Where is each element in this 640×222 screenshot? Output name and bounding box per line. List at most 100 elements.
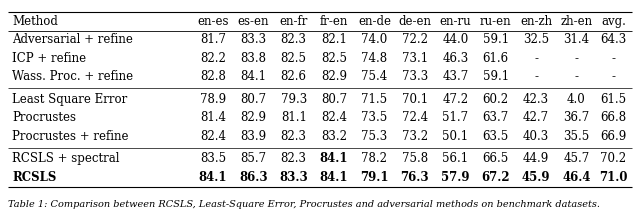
Text: 84.1: 84.1: [198, 171, 227, 184]
Text: 75.4: 75.4: [362, 70, 388, 83]
Text: 42.3: 42.3: [523, 93, 549, 106]
Text: 82.2: 82.2: [200, 52, 226, 65]
Text: -: -: [575, 52, 579, 65]
Text: ICP + refine: ICP + refine: [12, 52, 86, 65]
Text: 70.1: 70.1: [402, 93, 428, 106]
Text: 82.5: 82.5: [281, 52, 307, 65]
Text: fr-en: fr-en: [320, 15, 348, 28]
Text: -: -: [575, 70, 579, 83]
Text: Procrustes: Procrustes: [12, 111, 76, 124]
Text: 66.9: 66.9: [600, 130, 627, 143]
Text: 43.7: 43.7: [442, 70, 468, 83]
Text: 83.9: 83.9: [240, 130, 266, 143]
Text: 59.1: 59.1: [483, 33, 509, 46]
Text: 80.7: 80.7: [240, 93, 266, 106]
Text: 63.5: 63.5: [483, 130, 509, 143]
Text: 83.3: 83.3: [279, 171, 308, 184]
Text: 73.1: 73.1: [402, 52, 428, 65]
Text: en-de: en-de: [358, 15, 391, 28]
Text: 72.4: 72.4: [402, 111, 428, 124]
Text: 46.3: 46.3: [442, 52, 468, 65]
Text: de-en: de-en: [398, 15, 431, 28]
Text: 40.3: 40.3: [523, 130, 549, 143]
Text: 82.3: 82.3: [281, 33, 307, 46]
Text: 85.7: 85.7: [240, 152, 266, 165]
Text: 84.1: 84.1: [320, 171, 348, 184]
Text: 59.1: 59.1: [483, 70, 509, 83]
Text: Procrustes + refine: Procrustes + refine: [12, 130, 129, 143]
Text: es-en: es-en: [237, 15, 269, 28]
Text: -: -: [534, 52, 538, 65]
Text: 61.5: 61.5: [600, 93, 627, 106]
Text: 66.8: 66.8: [600, 111, 627, 124]
Text: 84.1: 84.1: [240, 70, 266, 83]
Text: 79.3: 79.3: [280, 93, 307, 106]
Text: 82.4: 82.4: [321, 111, 347, 124]
Text: 76.3: 76.3: [401, 171, 429, 184]
Text: 47.2: 47.2: [442, 93, 468, 106]
Text: Adversarial + refine: Adversarial + refine: [12, 33, 133, 46]
Text: 82.8: 82.8: [200, 70, 226, 83]
Text: RCSLS: RCSLS: [12, 171, 56, 184]
Text: en-es: en-es: [197, 15, 228, 28]
Text: 35.5: 35.5: [563, 130, 589, 143]
Text: 36.7: 36.7: [563, 111, 589, 124]
Text: 4.0: 4.0: [567, 93, 586, 106]
Text: Table 1: Comparison between RCSLS, Least-Square Error, Procrustes and adversaria: Table 1: Comparison between RCSLS, Least…: [8, 200, 600, 208]
Text: 72.2: 72.2: [402, 33, 428, 46]
Text: 42.7: 42.7: [523, 111, 549, 124]
Text: 66.5: 66.5: [483, 152, 509, 165]
Text: 60.2: 60.2: [483, 93, 509, 106]
Text: 81.4: 81.4: [200, 111, 226, 124]
Text: -: -: [611, 52, 615, 65]
Text: 82.6: 82.6: [281, 70, 307, 83]
Text: 73.2: 73.2: [402, 130, 428, 143]
Text: 46.4: 46.4: [562, 171, 591, 184]
Text: 83.3: 83.3: [240, 33, 266, 46]
Text: 82.4: 82.4: [200, 130, 226, 143]
Text: 73.5: 73.5: [362, 111, 388, 124]
Text: Wass. Proc. + refine: Wass. Proc. + refine: [12, 70, 133, 83]
Text: en-zh: en-zh: [520, 15, 552, 28]
Text: 83.5: 83.5: [200, 152, 226, 165]
Text: 44.0: 44.0: [442, 33, 468, 46]
Text: 82.9: 82.9: [321, 70, 347, 83]
Text: en-fr: en-fr: [280, 15, 308, 28]
Text: 67.2: 67.2: [481, 171, 510, 184]
Text: 32.5: 32.5: [523, 33, 549, 46]
Text: -: -: [611, 70, 615, 83]
Text: 83.2: 83.2: [321, 130, 347, 143]
Text: 78.2: 78.2: [362, 152, 387, 165]
Text: 45.9: 45.9: [522, 171, 550, 184]
Text: RCSLS + spectral: RCSLS + spectral: [12, 152, 120, 165]
Text: 82.3: 82.3: [281, 152, 307, 165]
Text: 51.7: 51.7: [442, 111, 468, 124]
Text: 64.3: 64.3: [600, 33, 627, 46]
Text: 61.6: 61.6: [483, 52, 509, 65]
Text: 73.3: 73.3: [402, 70, 428, 83]
Text: 45.7: 45.7: [563, 152, 589, 165]
Text: 57.9: 57.9: [441, 171, 470, 184]
Text: 31.4: 31.4: [563, 33, 589, 46]
Text: 56.1: 56.1: [442, 152, 468, 165]
Text: 81.7: 81.7: [200, 33, 226, 46]
Text: 75.3: 75.3: [362, 130, 388, 143]
Text: avg.: avg.: [601, 15, 626, 28]
Text: 75.8: 75.8: [402, 152, 428, 165]
Text: 82.3: 82.3: [281, 130, 307, 143]
Text: 80.7: 80.7: [321, 93, 347, 106]
Text: ru-en: ru-en: [480, 15, 511, 28]
Text: zh-en: zh-en: [561, 15, 593, 28]
Text: 86.3: 86.3: [239, 171, 268, 184]
Text: 44.9: 44.9: [523, 152, 549, 165]
Text: 84.1: 84.1: [320, 152, 348, 165]
Text: 71.5: 71.5: [362, 93, 388, 106]
Text: 63.7: 63.7: [483, 111, 509, 124]
Text: -: -: [534, 70, 538, 83]
Text: 70.2: 70.2: [600, 152, 627, 165]
Text: 79.1: 79.1: [360, 171, 388, 184]
Text: 74.8: 74.8: [362, 52, 388, 65]
Text: 50.1: 50.1: [442, 130, 468, 143]
Text: 82.5: 82.5: [321, 52, 347, 65]
Text: 71.0: 71.0: [599, 171, 628, 184]
